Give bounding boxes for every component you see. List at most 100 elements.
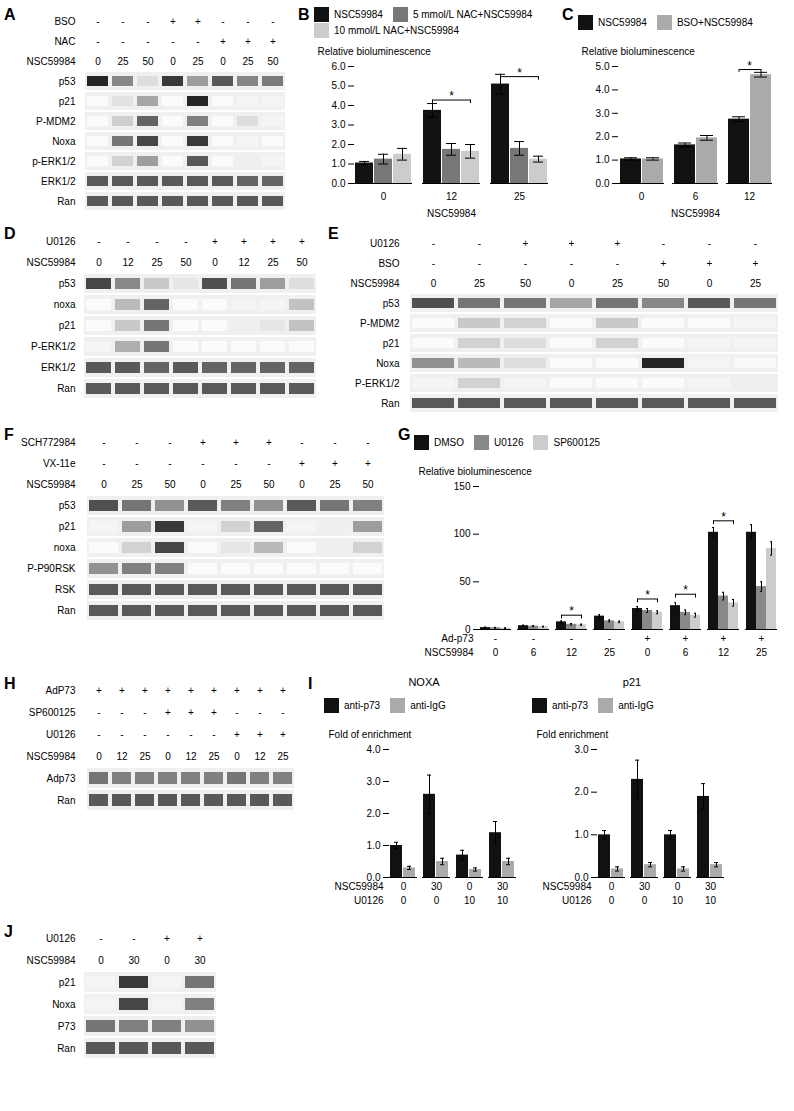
svg-text:NSC59984: NSC59984 [27, 257, 76, 268]
svg-text:+: + [257, 685, 263, 696]
svg-text:50: 50 [180, 257, 192, 268]
svg-text:Relative bioluminescence: Relative bioluminescence [318, 46, 432, 57]
svg-text:25: 25 [474, 278, 486, 289]
svg-text:Fold of enrichment: Fold of enrichment [329, 729, 412, 740]
svg-text:12: 12 [254, 751, 266, 762]
svg-text:-: - [126, 236, 129, 247]
svg-text:-: - [189, 729, 192, 740]
svg-text:12: 12 [718, 647, 730, 658]
svg-text:2.0: 2.0 [596, 131, 610, 142]
svg-text:25: 25 [514, 191, 526, 202]
svg-text:+: + [96, 685, 102, 696]
svg-text:Relative bioluminescence: Relative bioluminescence [582, 46, 696, 57]
svg-text:5.0: 5.0 [332, 80, 346, 91]
svg-text:NSC59984: NSC59984 [543, 881, 592, 892]
svg-text:0: 0 [101, 479, 107, 490]
svg-text:-: - [184, 236, 187, 247]
svg-text:SCH772984: SCH772984 [21, 437, 76, 448]
svg-text:+: + [257, 729, 263, 740]
svg-text:-: - [570, 258, 573, 269]
svg-text:-: - [168, 437, 171, 448]
svg-text:+: + [119, 685, 125, 696]
svg-text:50: 50 [164, 479, 176, 490]
svg-text:+: + [661, 258, 667, 269]
svg-text:U0126: U0126 [370, 238, 400, 249]
svg-text:NSC59984: NSC59984 [27, 479, 76, 490]
svg-text:RSK: RSK [55, 584, 76, 595]
svg-text:0: 0 [98, 955, 104, 966]
svg-text:+: + [615, 238, 621, 249]
svg-text:-: - [120, 729, 123, 740]
svg-text:25: 25 [277, 751, 289, 762]
svg-text:-: - [608, 633, 611, 644]
svg-text:Ran: Ran [57, 795, 75, 806]
svg-text:+: + [707, 258, 713, 269]
svg-text:+: + [299, 458, 305, 469]
svg-text:10: 10 [705, 895, 717, 906]
svg-text:100: 100 [454, 528, 471, 539]
svg-text:30: 30 [705, 881, 717, 892]
svg-text:+: + [280, 685, 286, 696]
svg-text:p-ERK1/2: p-ERK1/2 [32, 156, 76, 167]
svg-text:Adp73: Adp73 [47, 773, 76, 784]
svg-text:12: 12 [116, 751, 128, 762]
svg-text:-: - [135, 458, 138, 469]
svg-text:0: 0 [200, 479, 206, 490]
svg-text:0.0: 0.0 [332, 178, 346, 189]
svg-text:1.0: 1.0 [332, 158, 346, 169]
svg-text:P73: P73 [58, 1021, 76, 1032]
svg-text:Fold enrichment: Fold enrichment [537, 729, 609, 740]
svg-text:4.0: 4.0 [367, 744, 381, 755]
svg-text:1.0: 1.0 [596, 154, 610, 165]
svg-text:P-ERK1/2: P-ERK1/2 [31, 341, 76, 352]
svg-text:ERK1/2: ERK1/2 [41, 176, 76, 187]
svg-text:0: 0 [95, 56, 101, 67]
svg-text:4.0: 4.0 [332, 100, 346, 111]
svg-text:5.0: 5.0 [596, 61, 610, 72]
svg-text:6: 6 [693, 191, 699, 202]
svg-text:-: - [132, 933, 135, 944]
svg-text:0: 0 [96, 257, 102, 268]
svg-text:0: 0 [493, 647, 499, 658]
svg-text:-: - [235, 707, 238, 718]
svg-text:6: 6 [531, 647, 537, 658]
svg-text:NSC59984: NSC59984 [335, 881, 384, 892]
svg-text:50: 50 [267, 56, 279, 67]
svg-text:Noxa: Noxa [52, 999, 76, 1010]
svg-text:10: 10 [672, 895, 684, 906]
svg-text:p53: p53 [59, 76, 76, 87]
svg-text:0: 0 [234, 751, 240, 762]
svg-text:12: 12 [122, 257, 134, 268]
svg-text:-: - [121, 16, 124, 27]
svg-text:Ad-p73: Ad-p73 [441, 633, 474, 644]
svg-text:Ran: Ran [57, 605, 75, 616]
svg-text:10: 10 [497, 895, 509, 906]
svg-text:-: - [366, 437, 369, 448]
svg-text:-: - [267, 458, 270, 469]
svg-text:NSC59984: NSC59984 [27, 56, 76, 67]
svg-text:-: - [155, 236, 158, 247]
svg-text:-: - [212, 729, 215, 740]
svg-text:+: + [188, 707, 194, 718]
svg-text:0: 0 [569, 278, 575, 289]
svg-text:25: 25 [230, 479, 242, 490]
svg-text:BSO: BSO [54, 16, 75, 27]
svg-text:SP600125: SP600125 [29, 707, 76, 718]
svg-text:+: + [170, 16, 176, 27]
svg-text:U0126: U0126 [46, 236, 76, 247]
svg-text:noxa: noxa [54, 299, 76, 310]
svg-text:-: - [478, 258, 481, 269]
svg-text:0: 0 [707, 278, 713, 289]
svg-text:-: - [333, 437, 336, 448]
svg-text:0: 0 [401, 881, 407, 892]
svg-text:-: - [120, 707, 123, 718]
svg-text:50: 50 [263, 479, 275, 490]
svg-text:*: * [683, 583, 688, 597]
svg-text:p21: p21 [59, 96, 76, 107]
svg-text:30: 30 [194, 955, 206, 966]
svg-text:-: - [196, 36, 199, 47]
svg-text:-: - [221, 16, 224, 27]
svg-text:25: 25 [151, 257, 163, 268]
svg-text:U0126: U0126 [46, 729, 76, 740]
svg-text:-: - [524, 258, 527, 269]
